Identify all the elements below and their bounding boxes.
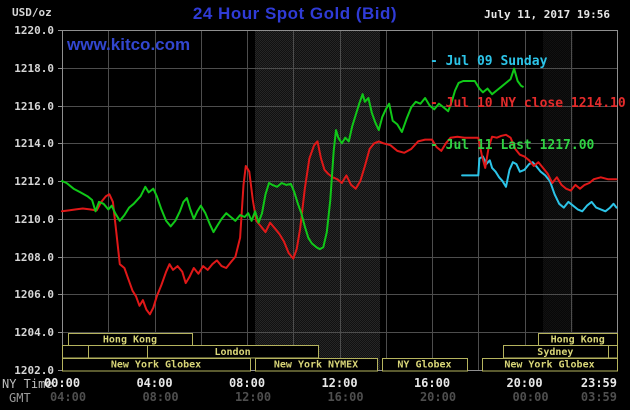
session-label: London xyxy=(214,347,250,358)
x-tick-ny-time: 16:00 xyxy=(413,376,451,390)
y-tick-label: 1216.0 xyxy=(14,99,54,113)
session-label: Hong Kong xyxy=(551,334,605,345)
session-label: NY Globex xyxy=(397,359,451,370)
session-box xyxy=(482,358,618,372)
session-box xyxy=(255,358,378,372)
y-tick-label: 1214.0 xyxy=(14,137,54,151)
session-box xyxy=(382,358,468,372)
legend-dash-icon: - xyxy=(430,96,438,111)
chart-timestamp: July 11, 2017 19:56 xyxy=(484,8,610,21)
x-tick-gmt: 16:00 xyxy=(327,390,364,404)
session-box xyxy=(88,345,148,359)
x-tick-ny-time: 04:00 xyxy=(136,376,173,390)
x-tick-ny-time: 23:59 xyxy=(580,376,617,390)
x-tick-ny-time: 00:00 xyxy=(43,376,81,390)
session-shaded-band xyxy=(255,30,380,370)
x-tick-ny-time: 12:00 xyxy=(321,376,358,390)
y-tick-label: 1212.0 xyxy=(14,175,54,189)
session-box xyxy=(62,345,89,359)
legend-item-jul-09: - Jul 09 Sunday xyxy=(430,55,626,69)
chart-legend: - Jul 09 Sunday - Jul 10 NY close 1214.1… xyxy=(430,27,626,181)
x-tick-gmt: 03:59 xyxy=(580,390,617,404)
session-label: New York Globex xyxy=(111,359,201,370)
x-tick-gmt: 04:00 xyxy=(49,390,87,404)
x-axis-label-gmt: GMT xyxy=(9,391,31,405)
legend-dash-icon: - xyxy=(430,54,438,69)
legend-item-jul-10: - Jul 10 NY close 1214.10 xyxy=(430,97,626,111)
y-tick-label: 1206.0 xyxy=(14,288,54,302)
x-axis-label-ny-time: NY Time xyxy=(2,377,53,391)
series-line-jul-09-sunday xyxy=(461,155,618,213)
legend-label: Jul 09 Sunday xyxy=(445,54,548,69)
kitco-watermark-link[interactable]: www.kitco.com xyxy=(67,35,191,54)
series-line-jul-11-last-1217-00 xyxy=(61,67,524,251)
legend-label: Jul 11 Last 1217.00 xyxy=(445,138,595,153)
session-label: New York Globex xyxy=(504,359,594,370)
y-tick-label: 1204.0 xyxy=(14,326,54,340)
x-tick-gmt: 12:00 xyxy=(234,390,272,404)
x-tick-ny-time: 08:00 xyxy=(228,376,266,390)
session-label: New York NYMEX xyxy=(274,359,358,370)
session-label: Sydney xyxy=(537,347,573,358)
session-box xyxy=(62,358,251,372)
legend-label: Jul 10 NY close 1214.10 xyxy=(445,96,626,111)
legend-item-jul-11: - Jul 11 Last 1217.00 xyxy=(430,139,626,153)
y-tick-label: 1220.0 xyxy=(14,24,54,37)
y-axis-unit-label: USD/oz xyxy=(12,6,52,19)
x-tick-gmt: 00:00 xyxy=(512,390,549,404)
x-tick-gmt: 08:00 xyxy=(142,390,179,404)
series-line-jul-10-ny-close-1214-10 xyxy=(61,133,618,316)
legend-dash-icon: - xyxy=(430,138,438,153)
session-label: Hong Kong xyxy=(103,334,157,345)
session-box xyxy=(608,345,618,359)
page-title: 24 Hour Spot Gold (Bid) xyxy=(192,4,398,23)
y-tick-label: 1210.0 xyxy=(14,212,54,226)
y-tick-label: 1208.0 xyxy=(14,250,54,264)
x-tick-ny-time: 20:00 xyxy=(506,376,543,390)
x-tick-gmt: 20:00 xyxy=(419,390,457,404)
y-tick-label: 1202.0 xyxy=(14,364,54,377)
y-tick-label: 1218.0 xyxy=(14,61,54,75)
